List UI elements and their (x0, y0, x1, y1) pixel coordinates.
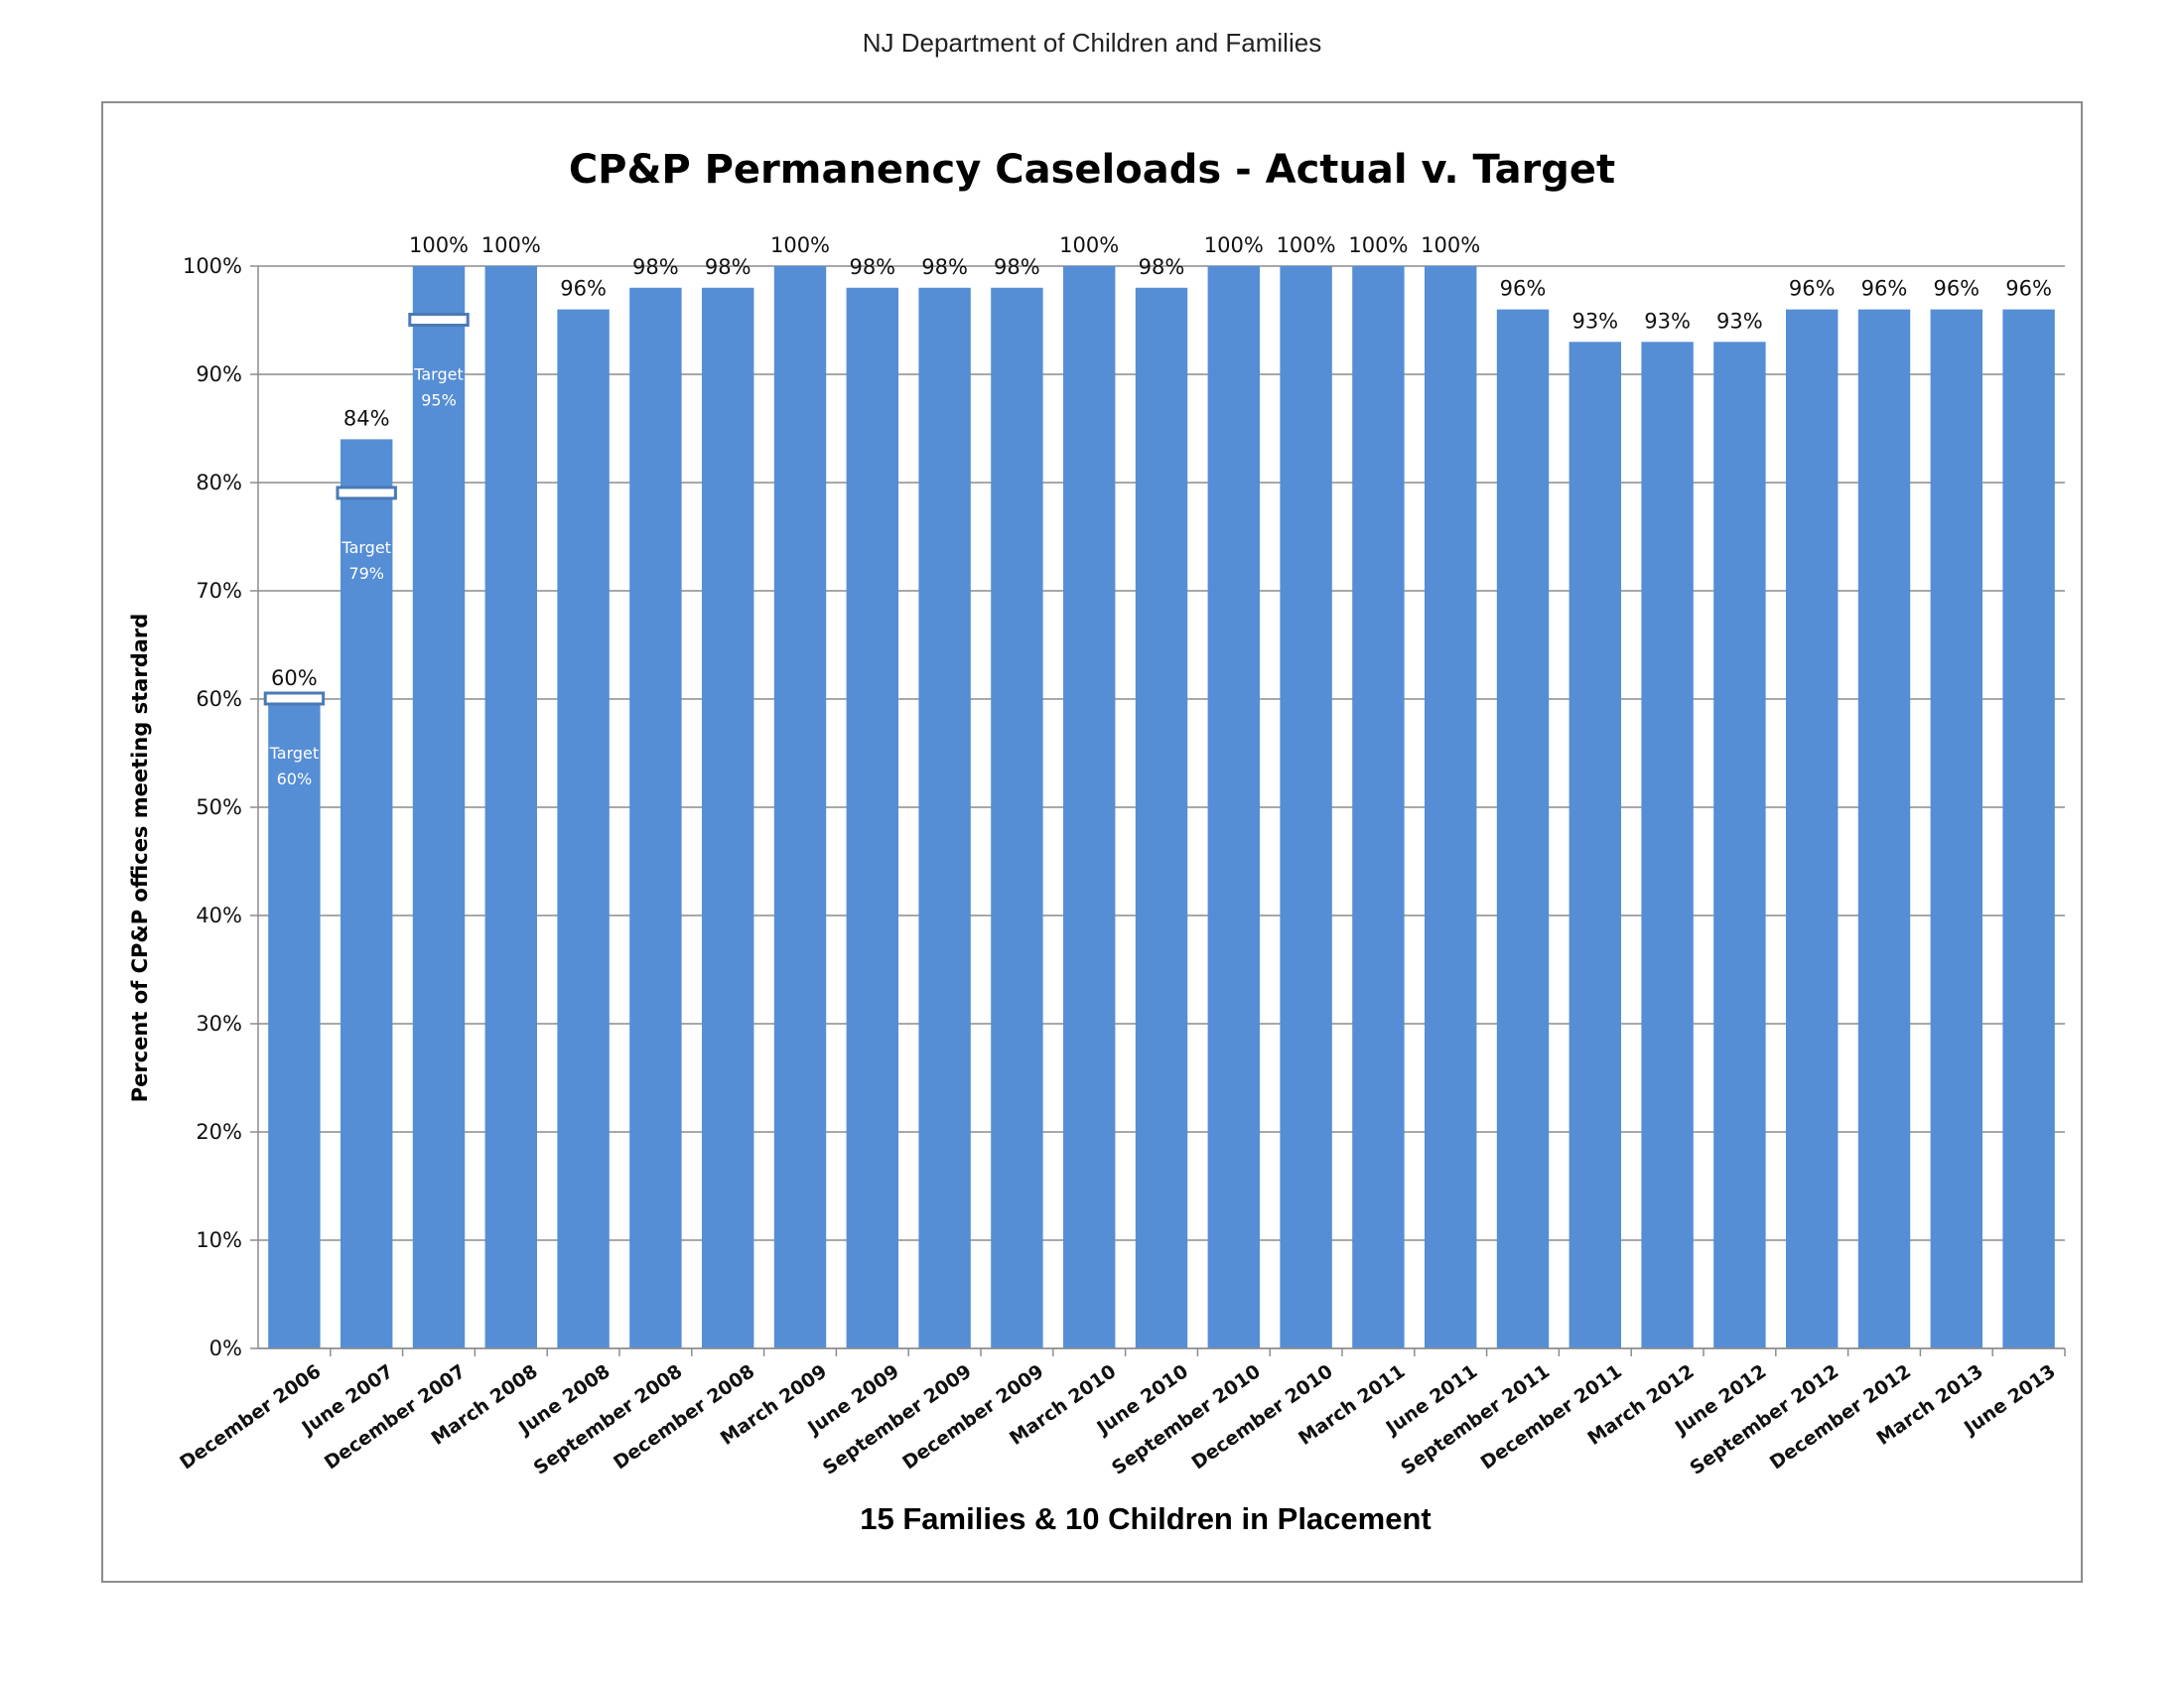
y-tick-label: 60% (196, 687, 242, 711)
bar-value-label: 60% (271, 666, 318, 690)
bar (2002, 309, 2055, 1349)
bar-value-label: 100% (409, 233, 469, 257)
target-value-label: 60% (277, 770, 313, 788)
target-marker (263, 691, 326, 706)
bar-value-label: 96% (1861, 277, 1908, 301)
bar-value-label: 100% (1277, 233, 1336, 257)
bar (412, 266, 466, 1348)
target-label: Target (413, 365, 464, 384)
bar (340, 439, 393, 1348)
y-tick-label: 70% (196, 579, 242, 603)
bar-value-label: 93% (1716, 309, 1763, 333)
y-tick-label: 40% (196, 904, 242, 927)
bars (268, 266, 2055, 1349)
bar-value-label: 100% (1421, 233, 1480, 257)
target-label: Target (341, 538, 391, 557)
bar-value-label: 98% (921, 255, 968, 279)
target-marker (408, 313, 470, 327)
y-tick-label: 20% (196, 1120, 242, 1144)
y-tick-label: 10% (196, 1228, 242, 1252)
bar-value-label: 98% (994, 255, 1040, 279)
bar-value-label: 100% (1059, 233, 1119, 257)
page-header: NJ Department of Children and Families (862, 28, 1322, 58)
x-axis-label: 15 Families & 10 Children in Placement (860, 1501, 1431, 1536)
target-markers: Target 60% Target 79% Target 95% (263, 313, 470, 788)
target-label: Target (269, 744, 320, 763)
bar (991, 287, 1043, 1348)
axes: 0% 10% 20% 30% 40% 50% 60% 70% 80% 90% 100% (183, 254, 2066, 1360)
bar-value-label: 98% (1139, 255, 1185, 279)
y-tick-label: 0% (209, 1336, 242, 1360)
bar-value-label: 100% (1348, 233, 1408, 257)
bar-value-label: 96% (1789, 277, 1836, 301)
y-tick-label: 80% (196, 471, 242, 494)
bar-value-label: 93% (1571, 309, 1618, 333)
bar (1713, 342, 1766, 1348)
bar (1857, 309, 1911, 1349)
bar-value-label: 96% (560, 277, 607, 301)
y-tick-label: 90% (196, 362, 242, 386)
bar (629, 287, 682, 1348)
bar (1207, 266, 1261, 1348)
bar (268, 699, 321, 1348)
bar-value-label: 93% (1644, 309, 1691, 333)
bar (1785, 309, 1839, 1349)
bar-value-label: 96% (1933, 277, 1979, 301)
bar (1352, 266, 1405, 1348)
target-marker (336, 486, 397, 500)
bar (846, 287, 899, 1348)
bar-value-label: 96% (1500, 277, 1547, 301)
bar-value-label: 100% (770, 233, 830, 257)
chart-frame: CP&P Permanency Caseloads - Actual v. Ta… (101, 101, 2083, 1583)
bar-chart: CP&P Permanency Caseloads - Actual v. Ta… (128, 147, 2066, 1536)
bar-value-label: 98% (632, 255, 679, 279)
target-value-label: 79% (348, 564, 384, 583)
y-tick-label: 50% (196, 795, 242, 819)
bar (1641, 342, 1694, 1348)
bar (1930, 309, 1983, 1349)
bar (1496, 309, 1550, 1349)
bar (918, 287, 971, 1348)
target-value-label: 95% (421, 391, 457, 410)
bar-value-label: 84% (343, 406, 390, 430)
bar (701, 287, 754, 1348)
bar-value-label: 96% (2005, 277, 2052, 301)
bar-value-label: 100% (1204, 233, 1264, 257)
y-tick-label: 100% (183, 254, 242, 278)
bar (557, 309, 610, 1349)
bar (1135, 287, 1188, 1348)
bar-value-label: 98% (705, 255, 751, 279)
bar (1424, 266, 1477, 1348)
bar-value-label: 100% (481, 233, 541, 257)
bar (484, 266, 538, 1348)
bar-value-label: 98% (849, 255, 895, 279)
y-axis-label: Percent of CP&P offices meeting stardard (128, 614, 152, 1103)
bar (1280, 266, 1332, 1348)
y-tick-label: 30% (196, 1012, 242, 1036)
bar (1062, 266, 1116, 1348)
chart-title: CP&P Permanency Caseloads - Actual v. Ta… (569, 147, 1615, 193)
bar (773, 266, 827, 1348)
bar (1569, 342, 1622, 1348)
